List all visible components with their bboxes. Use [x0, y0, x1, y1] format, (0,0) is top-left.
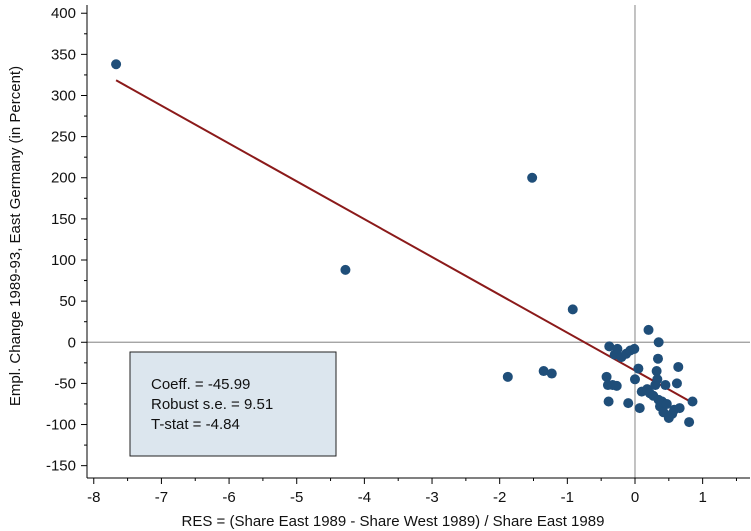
data-point-43 [673, 361, 684, 372]
data-point-7 [604, 341, 615, 352]
x-tick-label: 0 [631, 489, 639, 506]
y-tick-label: -100 [46, 417, 76, 434]
stat-t-stat: T-stat = -4.84 [151, 416, 240, 433]
data-point-20 [629, 374, 640, 385]
data-point-21 [633, 363, 644, 374]
y-tick-label: 300 [51, 87, 76, 104]
stat-coeff: Coeff. = -45.99 [151, 376, 250, 393]
y-tick-label: 0 [68, 334, 76, 351]
x-tick-label: -1 [561, 489, 574, 506]
data-point-5 [538, 366, 549, 377]
y-tick-label: 200 [51, 170, 76, 187]
x-tick-label: 1 [698, 489, 706, 506]
y-tick-label: 50 [59, 293, 76, 310]
data-point-0 [111, 59, 122, 70]
data-point-46 [687, 396, 698, 407]
x-tick-label: -2 [493, 489, 506, 506]
data-point-3 [567, 304, 578, 315]
data-point-29 [651, 366, 662, 377]
y-tick-label: -50 [54, 375, 76, 392]
data-points [111, 59, 698, 428]
x-tick-label: -6 [222, 489, 235, 506]
stat-robust-se: Robust s.e. = 9.51 [151, 396, 273, 413]
axes [81, 5, 750, 484]
y-tick-label: -150 [46, 458, 76, 475]
x-tick-label: -4 [358, 489, 371, 506]
y-tick-label: 400 [51, 5, 76, 22]
data-point-22 [634, 403, 645, 414]
data-point-25 [643, 324, 654, 335]
reference-lines [87, 5, 750, 478]
x-tick-label: -5 [290, 489, 303, 506]
data-point-6 [546, 368, 557, 379]
data-point-32 [653, 337, 664, 348]
x-axis-title: RES = (Share East 1989 - Share West 1989… [182, 513, 605, 530]
y-tick-label: 350 [51, 46, 76, 63]
x-tick-label: -8 [87, 489, 100, 506]
y-tick-label: 250 [51, 129, 76, 146]
data-point-2 [527, 172, 538, 183]
x-tick-label: -7 [155, 489, 168, 506]
data-point-13 [629, 343, 640, 354]
data-point-9 [612, 343, 623, 354]
y-axis-title: Empl. Change 1989-93, East Germany (in P… [7, 66, 24, 406]
x-tick-label: -3 [425, 489, 438, 506]
fit-line-layer [115, 79, 693, 404]
data-point-19 [623, 398, 634, 409]
y-tick-label: 150 [51, 211, 76, 228]
data-point-4 [502, 371, 513, 382]
y-tick-label: 100 [51, 252, 76, 269]
data-point-17 [611, 380, 622, 391]
data-point-38 [661, 398, 672, 409]
fit-line [115, 79, 693, 404]
data-point-18 [603, 396, 614, 407]
stats-box: Coeff. = -45.99 Robust s.e. = 9.51 T-sta… [129, 351, 337, 457]
data-point-31 [652, 353, 663, 364]
data-point-37 [660, 380, 671, 391]
data-point-45 [684, 417, 695, 428]
data-point-42 [671, 378, 682, 389]
data-point-14 [601, 371, 612, 382]
stats-box-frame [129, 351, 337, 457]
data-point-30 [652, 374, 663, 385]
data-point-1 [340, 264, 351, 275]
data-point-44 [674, 403, 685, 414]
